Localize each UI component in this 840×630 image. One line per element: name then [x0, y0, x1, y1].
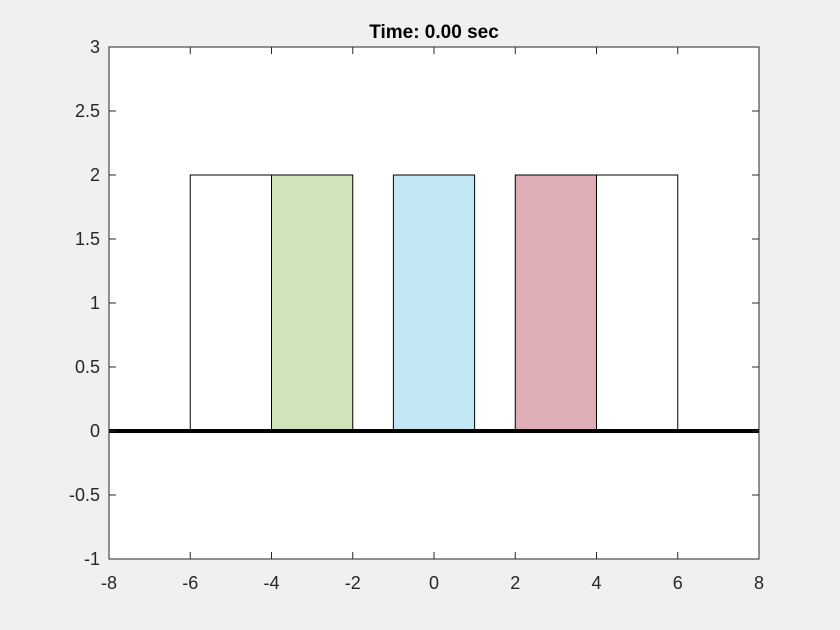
rectangles-layer [189, 174, 679, 432]
y-tick-label: 0.5 [75, 357, 100, 377]
x-tick-label: 6 [673, 573, 683, 593]
x-tick-label: 8 [754, 573, 764, 593]
x-tick-label: 0 [429, 573, 439, 593]
y-tick-label: 2 [90, 165, 100, 185]
chart-title: Time: 0.00 sec [369, 22, 499, 43]
y-tick-label: 2.5 [75, 101, 100, 121]
x-tick-label: 4 [591, 573, 601, 593]
block-rect-4 [514, 174, 597, 432]
x-tick-label: -4 [263, 573, 279, 593]
block-rect-2 [271, 174, 354, 432]
x-tick-label: -6 [182, 573, 198, 593]
x-tick-label: -2 [345, 573, 361, 593]
y-tick-label: -0.5 [69, 485, 100, 505]
x-ticks: -8 -6 -4 -2 0 2 4 6 8 [101, 47, 764, 593]
block-rect-1 [189, 174, 272, 432]
y-ticks: -1 -0.5 0 0.5 1 1.5 2 2.5 3 [69, 37, 759, 569]
y-tick-label: -1 [84, 549, 100, 569]
x-tick-label: 2 [510, 573, 520, 593]
block-rect-5 [596, 174, 679, 432]
y-tick-label: 3 [90, 37, 100, 57]
y-tick-label: 1 [90, 293, 100, 313]
block-rect-3 [392, 174, 476, 432]
y-tick-label: 0 [90, 421, 100, 441]
x-tick-label: -8 [101, 573, 117, 593]
y-tick-label: 1.5 [75, 229, 100, 249]
